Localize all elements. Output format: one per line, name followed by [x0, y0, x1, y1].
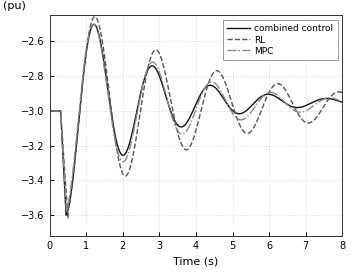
- MPC: [340, 101, 344, 104]
- combined control: [187, 118, 191, 121]
- Line: combined control: combined control: [49, 24, 342, 215]
- MPC: [187, 125, 191, 129]
- combined control: [47, 109, 52, 113]
- combined control: [331, 98, 336, 101]
- MPC: [64, 209, 68, 212]
- RL: [260, 106, 265, 109]
- MPC: [317, 100, 321, 103]
- MPC: [171, 118, 175, 121]
- RL: [93, 15, 97, 18]
- Line: RL: RL: [49, 17, 342, 218]
- MPC: [92, 23, 96, 26]
- RL: [66, 216, 70, 219]
- combined control: [340, 101, 344, 104]
- combined control: [317, 98, 321, 101]
- MPC: [173, 124, 177, 127]
- combined control: [64, 214, 68, 217]
- combined control: [173, 120, 177, 123]
- RL: [187, 147, 191, 150]
- MPC: [331, 97, 336, 100]
- combined control: [171, 115, 175, 118]
- RL: [173, 120, 177, 124]
- combined control: [92, 23, 96, 26]
- Line: MPC: MPC: [49, 24, 342, 211]
- RL: [331, 92, 336, 95]
- X-axis label: Time (s): Time (s): [173, 256, 219, 267]
- RL: [340, 91, 344, 94]
- RL: [171, 109, 175, 112]
- RL: [317, 112, 321, 116]
- Legend: combined control, RL, MPC: combined control, RL, MPC: [223, 20, 338, 60]
- MPC: [260, 95, 265, 98]
- MPC: [47, 109, 52, 113]
- combined control: [260, 94, 265, 98]
- RL: [47, 109, 52, 113]
- Y-axis label: (pu): (pu): [3, 1, 26, 11]
